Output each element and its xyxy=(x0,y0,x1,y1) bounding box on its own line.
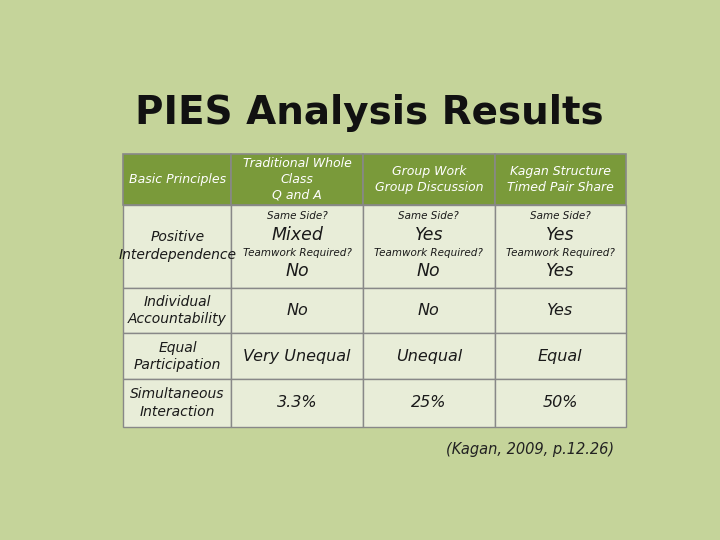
Bar xyxy=(124,205,231,288)
Text: 25%: 25% xyxy=(411,395,446,410)
Text: Same Side?: Same Side? xyxy=(398,212,459,221)
Bar xyxy=(363,205,495,288)
Bar xyxy=(124,379,231,427)
Text: Equal
Participation: Equal Participation xyxy=(134,341,221,372)
Text: No: No xyxy=(418,303,440,318)
Text: 3.3%: 3.3% xyxy=(277,395,318,410)
Bar xyxy=(231,154,363,205)
Text: Same Side?: Same Side? xyxy=(530,212,590,221)
Bar xyxy=(124,333,231,379)
Text: Unequal: Unequal xyxy=(396,349,462,364)
Text: No: No xyxy=(285,262,309,280)
Bar xyxy=(363,379,495,427)
Bar xyxy=(231,205,363,288)
Text: Positive
Interdependence: Positive Interdependence xyxy=(119,231,236,262)
Text: Yes: Yes xyxy=(546,226,575,244)
Text: Teamwork Required?: Teamwork Required? xyxy=(243,248,351,258)
Text: Yes: Yes xyxy=(546,262,575,280)
Bar xyxy=(495,288,626,333)
Bar xyxy=(495,205,626,288)
Text: Yes: Yes xyxy=(547,303,573,318)
Text: No: No xyxy=(417,262,441,280)
Bar xyxy=(231,288,363,333)
Bar xyxy=(124,154,231,205)
Text: Very Unequal: Very Unequal xyxy=(243,349,351,364)
Text: Simultaneous
Interaction: Simultaneous Interaction xyxy=(130,387,225,419)
Bar xyxy=(495,333,626,379)
Bar xyxy=(363,154,495,205)
Bar xyxy=(124,288,231,333)
Text: Teamwork Required?: Teamwork Required? xyxy=(505,248,615,258)
Text: Teamwork Required?: Teamwork Required? xyxy=(374,248,483,258)
Text: Traditional Whole
Class
Q and A: Traditional Whole Class Q and A xyxy=(243,157,351,202)
Text: Kagan Structure
Timed Pair Share: Kagan Structure Timed Pair Share xyxy=(507,165,613,194)
Text: Group Work
Group Discussion: Group Work Group Discussion xyxy=(374,165,483,194)
Text: Equal: Equal xyxy=(538,349,582,364)
Text: No: No xyxy=(287,303,308,318)
Text: PIES Analysis Results: PIES Analysis Results xyxy=(135,94,603,132)
Bar xyxy=(231,379,363,427)
Bar xyxy=(363,333,495,379)
Text: 50%: 50% xyxy=(542,395,578,410)
Bar xyxy=(495,154,626,205)
Text: Mixed: Mixed xyxy=(271,226,323,244)
Bar xyxy=(363,288,495,333)
Text: Basic Principles: Basic Principles xyxy=(129,173,226,186)
Bar xyxy=(495,379,626,427)
Text: (Kagan, 2009, p.12.26): (Kagan, 2009, p.12.26) xyxy=(446,442,615,457)
Bar xyxy=(231,333,363,379)
Text: Same Side?: Same Side? xyxy=(267,212,328,221)
Text: Individual
Accountability: Individual Accountability xyxy=(128,295,227,326)
Text: Yes: Yes xyxy=(415,226,443,244)
